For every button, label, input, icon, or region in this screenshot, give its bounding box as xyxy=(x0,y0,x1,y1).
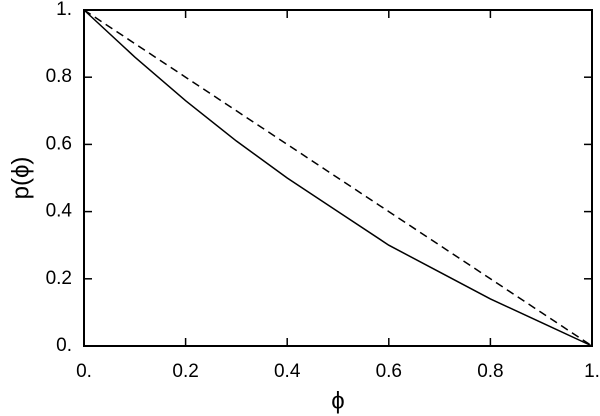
x-tick-label: 0.8 xyxy=(477,361,503,382)
y-tick-label: 1. xyxy=(56,0,72,20)
y-tick-label: 0. xyxy=(56,335,72,356)
x-tick-label: 0.2 xyxy=(172,361,198,382)
x-tick-label: 0.4 xyxy=(274,361,301,382)
y-tick-label: 0.2 xyxy=(46,268,72,289)
x-tick-label: 1. xyxy=(584,361,600,382)
x-axis-label: ϕ xyxy=(331,387,344,414)
plot-frame xyxy=(83,9,593,347)
y-tick-label: 0.8 xyxy=(46,66,72,87)
line-series xyxy=(83,9,593,347)
y-tick-label: 0.4 xyxy=(46,201,73,222)
x-tick-label: 0.6 xyxy=(376,361,402,382)
x-tick-label: 0. xyxy=(76,361,92,382)
y-tick-label: 0.6 xyxy=(46,133,72,154)
y-axis-label: p(ϕ) xyxy=(7,157,34,200)
line-series xyxy=(83,9,593,347)
